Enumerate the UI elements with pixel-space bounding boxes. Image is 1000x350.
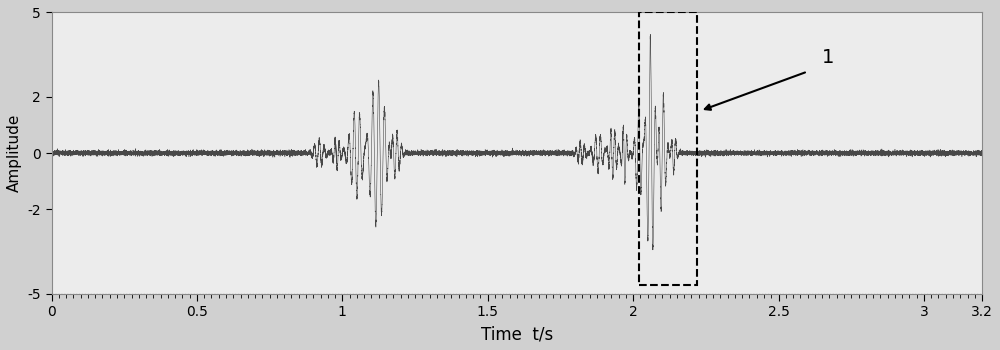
X-axis label: Time  t/s: Time t/s xyxy=(481,325,553,343)
Bar xyxy=(639,13,697,285)
Y-axis label: Amplitude: Amplitude xyxy=(7,114,22,192)
Text: 1: 1 xyxy=(822,48,835,67)
